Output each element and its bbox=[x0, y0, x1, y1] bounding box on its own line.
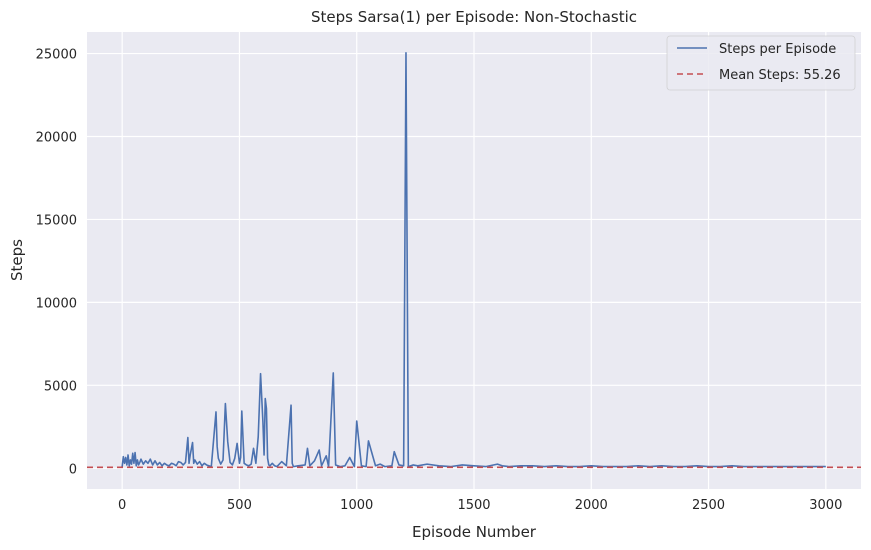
legend: Steps per Episode Mean Steps: 55.26 bbox=[666, 35, 856, 91]
y-axis-label: Steps bbox=[8, 239, 26, 281]
x-tick-label: 2000 bbox=[575, 498, 608, 513]
legend-entry-mean: Mean Steps: 55.26 bbox=[719, 68, 841, 83]
y-tick-label: 10000 bbox=[36, 296, 77, 311]
x-tick-label: 1500 bbox=[457, 498, 490, 513]
x-axis-ticks: 0 500 1000 1500 2000 2500 3000 bbox=[118, 498, 842, 513]
series-steps-per-episode-line bbox=[121, 51, 826, 468]
y-tick-label: 15000 bbox=[36, 213, 77, 228]
legend-entry-steps: Steps per Episode bbox=[719, 42, 836, 57]
x-tick-label: 1000 bbox=[340, 498, 373, 513]
x-tick-label: 3000 bbox=[809, 498, 842, 513]
chart-title: Steps Sarsa(1) per Episode: Non-Stochast… bbox=[311, 8, 637, 26]
y-tick-label: 20000 bbox=[36, 131, 77, 146]
grid-lines bbox=[87, 32, 861, 489]
plot-content bbox=[87, 51, 861, 469]
y-tick-label: 25000 bbox=[36, 48, 77, 63]
x-tick-label: 2500 bbox=[692, 498, 725, 513]
x-axis-label: Episode Number bbox=[412, 523, 537, 541]
y-tick-label: 0 bbox=[69, 462, 77, 477]
x-tick-label: 0 bbox=[118, 498, 126, 513]
y-axis-ticks: 0 5000 10000 15000 20000 25000 bbox=[36, 48, 77, 478]
x-tick-label: 500 bbox=[227, 498, 252, 513]
legend-box bbox=[666, 35, 856, 91]
y-tick-label: 5000 bbox=[44, 379, 77, 394]
